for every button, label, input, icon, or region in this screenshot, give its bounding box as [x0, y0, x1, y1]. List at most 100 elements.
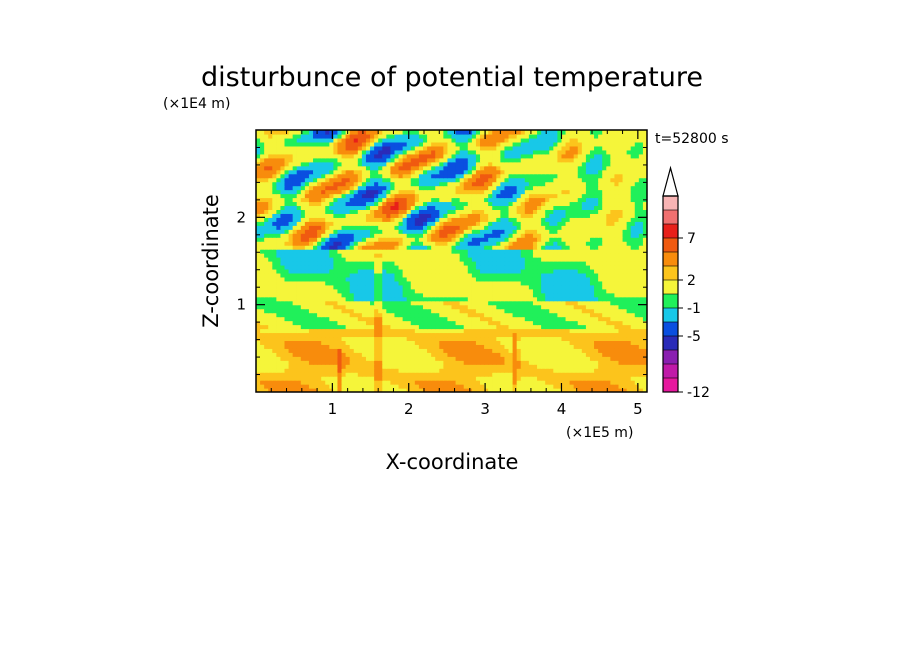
field-cell	[382, 264, 387, 270]
field-cell	[325, 320, 330, 326]
field-cell	[492, 221, 497, 226]
field-cell	[480, 284, 485, 290]
field-cell	[418, 209, 424, 214]
field-cell	[370, 261, 375, 266]
field-cell	[512, 268, 518, 274]
field-cell	[329, 352, 334, 357]
field-cell	[549, 280, 554, 286]
field-cell	[378, 352, 383, 357]
field-cell	[606, 384, 611, 389]
field-cell	[520, 288, 526, 294]
field-cell	[561, 237, 567, 242]
field-cell	[406, 257, 412, 262]
field-cell	[292, 229, 298, 234]
field-cell	[451, 197, 457, 203]
field-cell	[475, 284, 481, 290]
field-cell	[565, 388, 571, 392]
field-cell	[341, 189, 347, 195]
field-cell	[467, 324, 473, 330]
field-cell	[545, 380, 550, 385]
field-cell	[321, 332, 326, 338]
field-cell	[630, 300, 636, 306]
field-cell	[634, 253, 640, 258]
field-cell	[463, 332, 469, 338]
field-cell	[496, 205, 501, 210]
field-cell	[598, 316, 603, 322]
field-cell	[321, 380, 326, 385]
field-cell	[537, 288, 542, 294]
field-cell	[386, 205, 392, 210]
field-cell	[504, 380, 510, 385]
field-cell	[280, 233, 286, 238]
field-cell	[406, 344, 412, 349]
field-cell	[308, 380, 314, 385]
field-cell	[268, 245, 273, 250]
field-cell	[553, 308, 558, 314]
field-cell	[357, 376, 363, 381]
field-cell	[459, 384, 465, 389]
field-cell	[431, 237, 436, 242]
field-cell	[589, 272, 595, 278]
field-cell	[614, 217, 620, 222]
field-cell	[418, 376, 424, 381]
field-cell	[561, 360, 567, 365]
field-cell	[638, 201, 644, 207]
field-cell	[410, 229, 416, 234]
field-cell	[537, 352, 542, 357]
field-cell	[402, 272, 408, 278]
field-cell	[618, 261, 624, 266]
field-cell	[443, 320, 449, 326]
field-cell	[390, 233, 396, 238]
field-cell	[585, 253, 591, 258]
field-cell	[471, 328, 477, 334]
field-cell	[418, 300, 424, 306]
field-cell	[626, 324, 632, 330]
field-cell	[304, 189, 310, 195]
field-cell	[459, 272, 465, 278]
field-cell	[447, 368, 453, 373]
field-cell	[622, 368, 628, 373]
field-cell	[642, 288, 647, 294]
field-cell	[435, 360, 440, 365]
field-cell	[288, 304, 294, 310]
field-cell	[573, 300, 579, 306]
field-cell	[313, 280, 318, 286]
field-cell	[349, 257, 355, 262]
field-cell	[357, 272, 363, 278]
field-cell	[488, 308, 493, 314]
field-cell	[541, 376, 546, 381]
field-cell	[304, 288, 310, 294]
field-cell	[256, 201, 261, 207]
field-cell	[634, 288, 640, 294]
field-cell	[581, 209, 587, 214]
field-cell	[455, 213, 461, 218]
field-cell	[545, 364, 550, 369]
field-cell	[260, 336, 265, 341]
field-cell	[414, 364, 420, 369]
field-cell	[422, 376, 428, 381]
field-cell	[406, 264, 412, 270]
field-cell	[638, 304, 644, 310]
field-cell	[333, 229, 339, 234]
field-cell	[418, 388, 424, 392]
field-cell	[463, 312, 469, 318]
field-cell	[642, 332, 647, 338]
field-cell	[341, 344, 347, 349]
field-cell	[508, 276, 514, 282]
field-cell	[553, 384, 558, 389]
field-cell	[475, 348, 481, 353]
field-cell	[313, 340, 318, 345]
field-cell	[581, 324, 587, 330]
field-cell	[565, 245, 571, 250]
field-cell	[557, 312, 563, 318]
field-cell	[402, 348, 408, 353]
field-cell	[541, 209, 546, 214]
field-cell	[589, 189, 595, 195]
field-cell	[557, 185, 563, 191]
field-cell	[280, 288, 286, 294]
field-cell	[610, 276, 616, 282]
field-cell	[532, 245, 538, 250]
field-cell	[264, 189, 269, 195]
field-cell	[268, 336, 273, 341]
field-cell	[589, 296, 595, 302]
